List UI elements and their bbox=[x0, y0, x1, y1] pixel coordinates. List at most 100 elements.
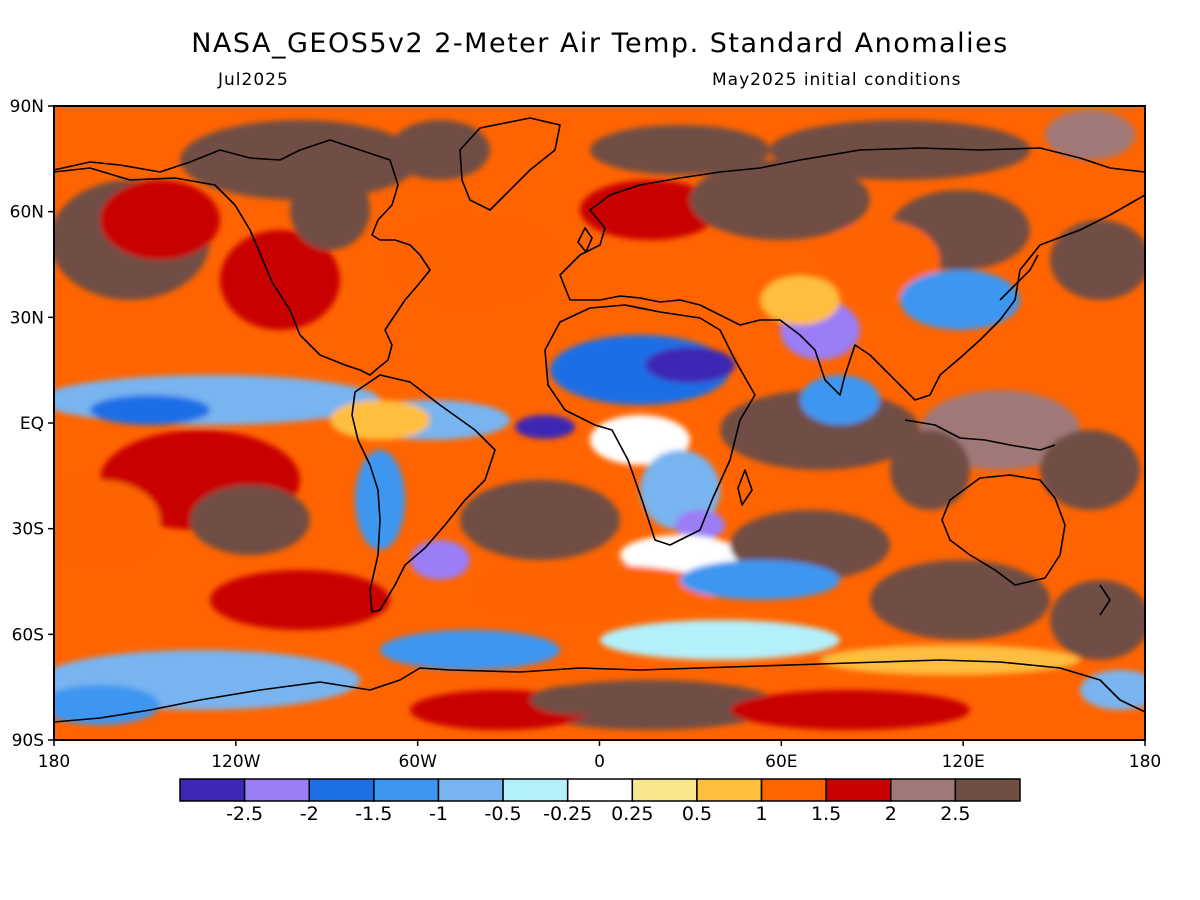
australia-coast bbox=[941, 474, 1066, 586]
anomaly-region bbox=[54, 480, 160, 560]
colorbar-swatch bbox=[825, 778, 892, 802]
x-tick-label: 120W bbox=[211, 752, 260, 772]
colorbar-label: 1.5 bbox=[811, 803, 841, 825]
colorbar-label: -2.5 bbox=[226, 803, 263, 825]
anomaly-region bbox=[330, 400, 430, 440]
anomaly-region bbox=[580, 180, 720, 240]
anomaly-region bbox=[870, 560, 1050, 640]
eurasia-coast bbox=[559, 147, 1145, 401]
anomaly-region bbox=[410, 540, 470, 580]
y-tick-label: 90N bbox=[10, 97, 44, 117]
anomaly-region bbox=[1040, 430, 1140, 510]
map-title: NASA_GEOS5v2 2-Meter Air Temp. Standard … bbox=[191, 28, 1009, 59]
greenland-coast bbox=[459, 117, 561, 211]
anomaly-region bbox=[190, 485, 310, 555]
colorbar-label: -1 bbox=[429, 803, 448, 825]
anomaly-region bbox=[730, 690, 970, 730]
anomaly-region bbox=[1050, 220, 1145, 300]
anomaly-region bbox=[675, 510, 725, 540]
anomaly-region bbox=[515, 415, 575, 439]
anomaly-region bbox=[180, 120, 420, 200]
anomaly-region bbox=[645, 347, 735, 383]
anomaly-region bbox=[54, 685, 160, 725]
africa-coast bbox=[544, 304, 756, 546]
colorbar-label: -2 bbox=[300, 803, 319, 825]
colorbar-swatch bbox=[437, 778, 504, 802]
colorbar-label: 2 bbox=[885, 803, 897, 825]
init-conditions-label: May2025 initial conditions bbox=[712, 70, 962, 90]
colorbar-label: 0.25 bbox=[611, 803, 653, 825]
x-tick-label: 120E bbox=[942, 752, 985, 772]
colorbar-swatch bbox=[243, 778, 310, 802]
colorbar-label: 1 bbox=[755, 803, 767, 825]
colorbar-swatch bbox=[502, 778, 569, 802]
antarctica-coast bbox=[54, 659, 1145, 723]
anomaly-region bbox=[290, 170, 370, 250]
anomaly-region bbox=[820, 220, 940, 300]
colorbar-label: -0.25 bbox=[543, 803, 592, 825]
colorbar-swatch bbox=[631, 778, 698, 802]
colorbar-swatch bbox=[954, 778, 1021, 802]
south-america-coast bbox=[351, 374, 496, 613]
coastlines bbox=[54, 117, 1145, 723]
anomaly-region bbox=[760, 275, 840, 325]
anomaly-region bbox=[380, 630, 560, 670]
colorbar-label: 2.5 bbox=[940, 803, 970, 825]
y-tick-label: EQ bbox=[20, 414, 44, 434]
anomaly-region bbox=[1080, 670, 1145, 710]
anomaly-region bbox=[800, 375, 880, 425]
indonesia-coast bbox=[904, 419, 1056, 451]
anomaly-region bbox=[54, 375, 380, 425]
anomaly-region bbox=[590, 125, 770, 175]
colorbar-swatch bbox=[760, 778, 827, 802]
anomaly-region bbox=[1050, 580, 1145, 660]
anomaly-region bbox=[460, 480, 620, 560]
anomaly-region bbox=[390, 220, 550, 300]
colorbar-swatch bbox=[890, 778, 957, 802]
anomaly-region bbox=[890, 430, 970, 510]
colorbar-label: 0.5 bbox=[682, 803, 712, 825]
x-axis-ticks: 180 120W 60W 0 60E 120E 180 bbox=[38, 740, 1161, 772]
anomaly-region bbox=[770, 120, 1030, 180]
y-tick-label: 30S bbox=[12, 520, 44, 540]
colorbar-swatch bbox=[308, 778, 375, 802]
anomaly-region bbox=[480, 565, 720, 615]
anomaly-region bbox=[590, 415, 690, 465]
x-tick-label: 60W bbox=[398, 752, 437, 772]
colorbar-label: -1.5 bbox=[355, 803, 392, 825]
x-tick-label: 0 bbox=[594, 752, 605, 772]
uk-coast bbox=[577, 227, 593, 253]
x-tick-label: 180 bbox=[1129, 752, 1161, 772]
colorbar-swatch bbox=[179, 778, 246, 802]
anomaly-region bbox=[690, 160, 870, 240]
x-tick-label: 60E bbox=[765, 752, 797, 772]
y-tick-label: 90S bbox=[12, 731, 44, 751]
colorbar-swatch bbox=[696, 778, 763, 802]
y-tick-label: 60N bbox=[10, 203, 44, 223]
madagascar-coast bbox=[737, 469, 753, 506]
colorbar-label: -0.5 bbox=[485, 803, 522, 825]
y-tick-label: 30N bbox=[10, 308, 44, 328]
anomaly-region bbox=[1045, 110, 1135, 160]
anomaly-region bbox=[220, 230, 340, 330]
anomaly-regions bbox=[54, 110, 1145, 730]
north-america-coast bbox=[54, 139, 431, 376]
anomaly-region bbox=[90, 395, 210, 425]
japan-coast bbox=[999, 254, 1039, 301]
y-tick-label: 60S bbox=[12, 625, 44, 645]
colorbar-swatch bbox=[566, 778, 634, 802]
new-zealand-coast bbox=[1099, 584, 1111, 616]
anomaly-region bbox=[530, 685, 630, 715]
colorbar-swatch bbox=[373, 778, 440, 802]
x-tick-label: 180 bbox=[38, 752, 70, 772]
anomaly-region bbox=[680, 560, 840, 600]
y-axis-ticks: 90N 60N 30N EQ 30S 60S 90S bbox=[10, 97, 54, 751]
anomaly-field bbox=[54, 106, 1145, 740]
anomaly-region bbox=[100, 180, 220, 260]
valid-month-label: Jul2025 bbox=[218, 70, 289, 90]
anomaly-region bbox=[900, 270, 1020, 330]
colorbar: -2.5 -2 -1.5 -1 -0.5 -0.25 0.25 0.5 1 1.5 2 2.5 bbox=[179, 778, 1021, 825]
anomaly-region bbox=[390, 120, 490, 180]
anomaly-region bbox=[355, 450, 405, 550]
anomaly-region bbox=[210, 570, 390, 630]
